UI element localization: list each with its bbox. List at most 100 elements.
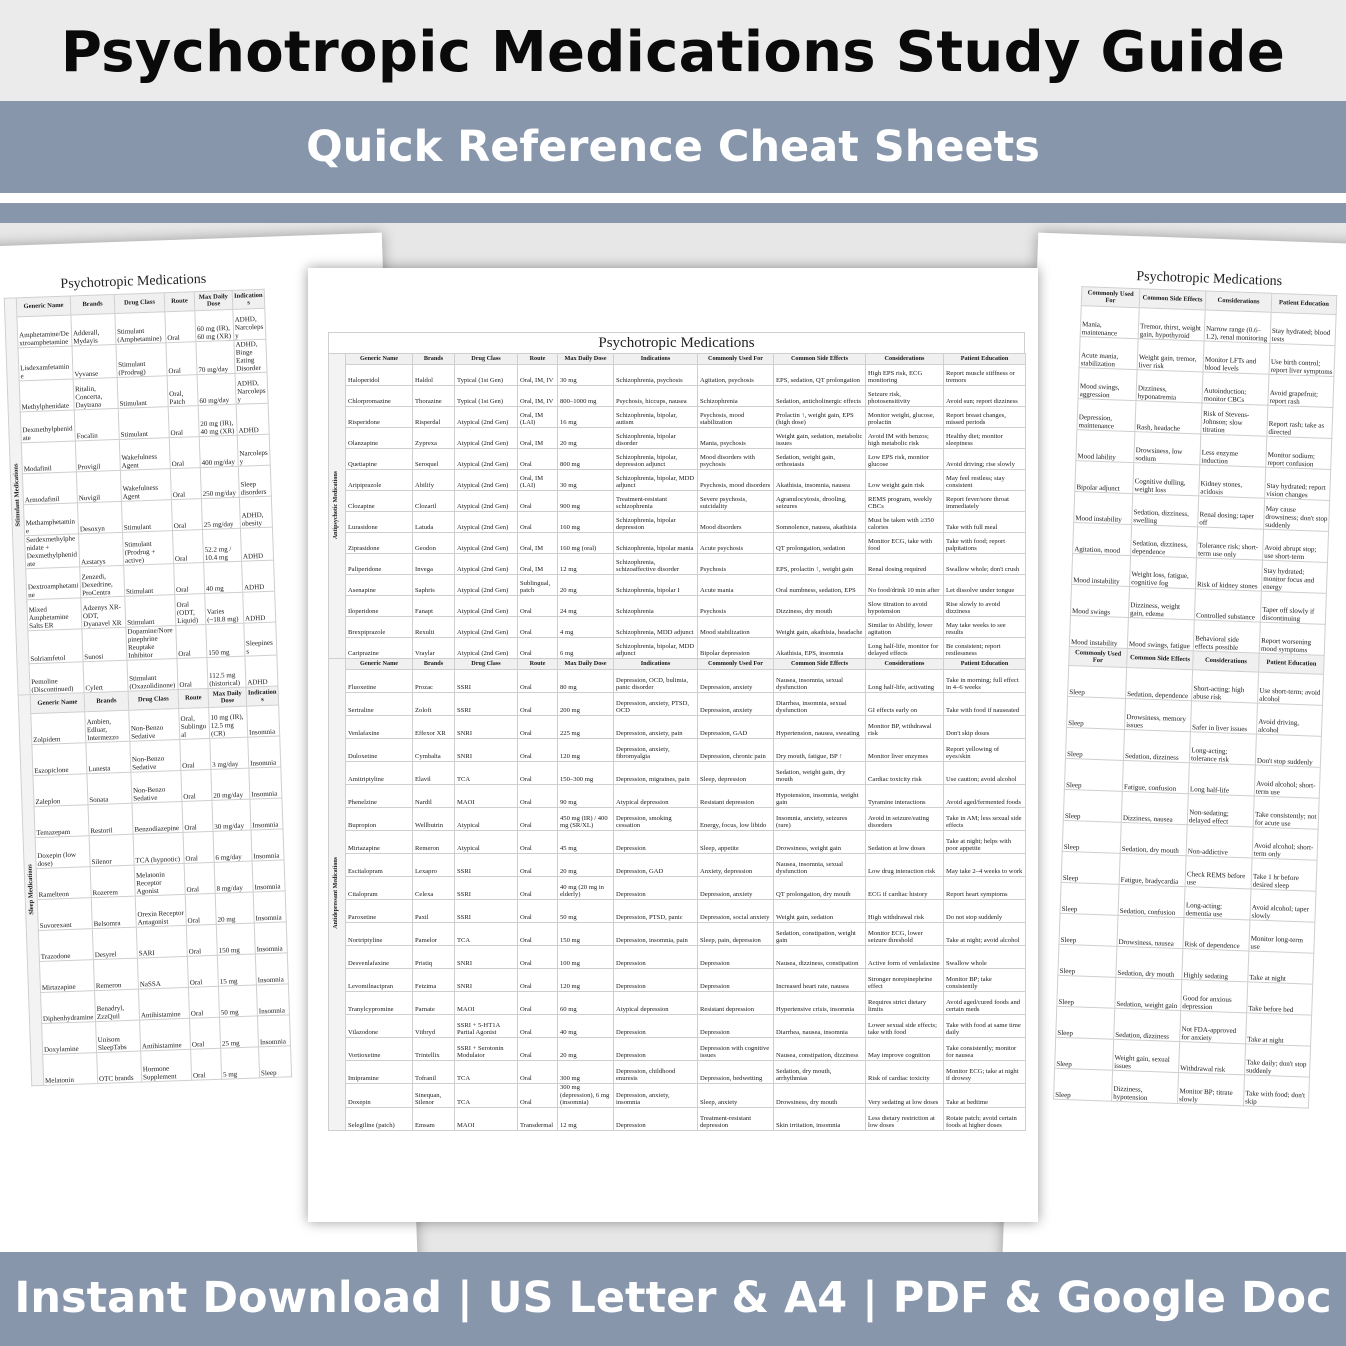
table-cell: Lisdexamfetamine bbox=[18, 346, 74, 381]
table-cell: Risk of kidney stones bbox=[1195, 557, 1263, 592]
table-cell: Not FDA-approved for anxiety bbox=[1179, 1010, 1247, 1044]
table-cell: Report heart symptoms bbox=[943, 876, 1026, 900]
table-cell: Report worsening mood symptoms bbox=[1259, 622, 1326, 656]
table-cell: Monitor liver enzymes bbox=[865, 738, 944, 762]
table-cell: Depression, anxiety, PTSD, OCD bbox=[613, 692, 698, 716]
table-cell: Very sedating at low doses bbox=[865, 1083, 944, 1108]
table-cell: 60 mg (IR), 60 mg (XR) bbox=[194, 309, 234, 342]
table-cell: Dizziness, hypotension bbox=[1111, 1070, 1179, 1104]
table-cell: EPS, sedation, QT prolongation bbox=[773, 364, 866, 386]
table-cell: 150 mg bbox=[557, 922, 614, 946]
table-cell: Avoid alcohol; short-term use bbox=[1254, 765, 1321, 799]
table-cell: Typical (1st Gen) bbox=[454, 364, 518, 386]
table-cell: Slow titration to avoid hypotension bbox=[865, 595, 944, 617]
column-header: Considerations bbox=[1205, 291, 1272, 313]
table-cell: Temazepam bbox=[34, 804, 90, 838]
table-cell: Oral bbox=[517, 595, 558, 617]
column-header: Considerations bbox=[1192, 650, 1260, 673]
table-cell: Depression, smoking cessation bbox=[613, 807, 698, 831]
table-cell: Atypical depression bbox=[613, 991, 698, 1015]
table-cell: Olanzapine bbox=[345, 427, 413, 449]
table-cell: Oral, IM, IV bbox=[517, 385, 558, 407]
table-cell: Geodon bbox=[412, 532, 455, 554]
table-cell: Sertraline bbox=[345, 692, 413, 716]
table-cell: 800 mg bbox=[557, 448, 614, 470]
table-cell: Oral bbox=[517, 616, 558, 638]
table-cell: Oral bbox=[517, 1083, 558, 1108]
table-cell: Report rash; take as directed bbox=[1266, 405, 1333, 439]
table-cell: Oral numbness, sedation, EPS bbox=[773, 574, 866, 596]
table-row: Citalopram Celexa SSRI Oral 40 mg (20 mg in … bbox=[329, 876, 1026, 900]
column-header: Drug Class bbox=[128, 689, 179, 711]
table-cell: Non-sedating; delayed effect bbox=[1187, 793, 1255, 828]
table-cell: Depression, OCD, bulimia, panic disorder bbox=[613, 669, 698, 693]
table-cell: QT prolongation, dry mouth bbox=[773, 876, 866, 900]
table-cell: Stronger norepinephrine effect bbox=[865, 968, 944, 992]
table-cell: 16 mg bbox=[557, 406, 614, 428]
table-cell: SNRI bbox=[454, 945, 518, 969]
table-cell: Take daily; don't stop suddenly bbox=[1244, 1043, 1311, 1078]
table-cell: Avoid IM with benzos; high metabolic ris… bbox=[865, 427, 944, 449]
table-cell: Cariprazine bbox=[345, 637, 413, 659]
table-cell: Do not stop suddenly bbox=[943, 899, 1026, 923]
table-cell: Oral bbox=[517, 899, 558, 923]
table-cell: Atypical (2nd Gen) bbox=[454, 637, 518, 659]
table-cell: Sleep bbox=[1053, 1068, 1113, 1102]
table-cell: Oral bbox=[187, 955, 219, 988]
column-header: Generic Name bbox=[16, 296, 71, 317]
table-cell: Rozerem bbox=[90, 865, 136, 898]
table-cell: Insomnia bbox=[252, 859, 286, 893]
table-cell: ADHD bbox=[241, 560, 275, 593]
table-cell: Stimulant (Prodrug + active) bbox=[122, 530, 174, 566]
table-cell: Tremor, thirst, weight gain, hypothyroid bbox=[1138, 307, 1206, 341]
table-cell: Psychosis, hiccups, nausea bbox=[613, 385, 698, 407]
table-cell: Hypertension, nausea, sweating bbox=[773, 715, 866, 739]
table-cell: 80 mg bbox=[557, 669, 614, 693]
table-cell: SNRI bbox=[454, 968, 518, 992]
table-cell: MAOI bbox=[454, 784, 518, 808]
table-cell: Antihistamine bbox=[139, 1018, 191, 1052]
table-cell: ADHD, obesity bbox=[239, 496, 273, 529]
table-cell: Non-Benzo Sedative bbox=[128, 708, 180, 742]
column-header: Common Side Effects bbox=[1126, 648, 1194, 670]
table-cell: Venlafaxine bbox=[345, 715, 413, 739]
table-cell: Dizziness, hyponatremia bbox=[1135, 369, 1204, 403]
table-cell: SSRI bbox=[454, 853, 518, 877]
table-row: Aripiprazole Abilify Atypical (2nd Gen) Ora… bbox=[329, 469, 1026, 491]
table-cell: Atypical (2nd Gen) bbox=[454, 469, 518, 491]
table-cell: Check REMS before use bbox=[1185, 855, 1253, 889]
medication-table-grid: Stimulant Medications Generic Name Brands D… bbox=[4, 289, 292, 1087]
table-cell: Safer in liver issues bbox=[1190, 700, 1258, 735]
table-cell: 12 mg bbox=[557, 553, 614, 575]
table-cell: Similar to Abilify, lower agitation bbox=[865, 616, 944, 638]
table-cell: Adzenys XR-ODT, Dyanavel XR bbox=[80, 596, 126, 629]
table-cell: Oral bbox=[517, 991, 558, 1015]
table-cell: 200 mg bbox=[557, 692, 614, 716]
table-cell: Oral, IM (LAI) bbox=[517, 406, 558, 428]
table-cell: Sedation, confusion bbox=[1118, 884, 1186, 918]
table-cell: Schizophrenia bbox=[697, 385, 774, 407]
table-cell: Dopamine/Norepinephrine Reuptake Inhibit… bbox=[125, 625, 177, 661]
column-header: Commonly Used For bbox=[1068, 646, 1128, 668]
table-cell: 25 mg bbox=[219, 1015, 259, 1049]
table-cell: May take weeks to see results bbox=[943, 616, 1026, 638]
table-cell: Dizziness, weight gain, edema bbox=[1128, 586, 1196, 620]
table-cell: Sleep bbox=[258, 1045, 292, 1078]
table-cell: Use short-term; avoid alcohol bbox=[1257, 672, 1324, 706]
table-cell: Oral bbox=[176, 657, 209, 690]
table-cell: Take in AM; less sexual side effects bbox=[943, 807, 1026, 831]
table-row: Paroxetine Paxil SSRI Oral 50 mg Depression, … bbox=[329, 899, 1026, 923]
table-cell: Brexpiprazole bbox=[345, 616, 413, 638]
table-cell: Long-acting; dementia use bbox=[1183, 886, 1252, 920]
section-label: Antidepressant Medications bbox=[328, 658, 346, 1131]
table-cell: Sleep bbox=[1054, 1037, 1114, 1071]
table-cell: Atypical (2nd Gen) bbox=[454, 616, 518, 638]
column-header: Considerations bbox=[865, 658, 944, 670]
table-cell: Oral bbox=[517, 669, 558, 693]
table-cell: Drowsiness, low sodium bbox=[1133, 431, 1201, 465]
table-cell: MAOI bbox=[454, 1106, 518, 1131]
table-cell: Saphris bbox=[412, 574, 455, 596]
table-cell: Avoid aged/fermented foods bbox=[943, 784, 1026, 808]
table-cell: Haloperidol bbox=[345, 364, 413, 386]
table-cell: Lexapro bbox=[412, 853, 455, 877]
